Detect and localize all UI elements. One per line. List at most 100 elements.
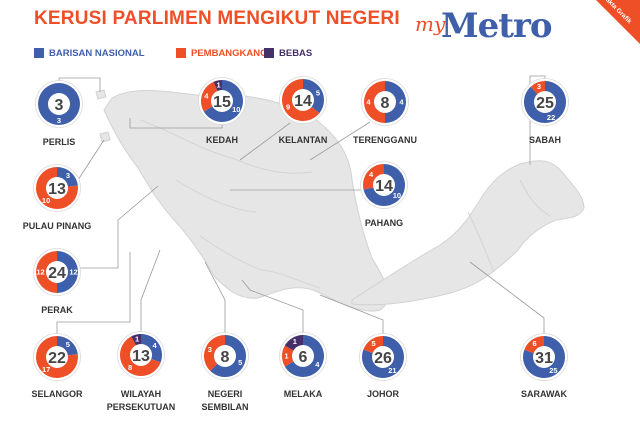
legend-label-bn: BARISAN NASIONAL	[49, 47, 145, 59]
state-label-terengganu: TERENGGANU	[353, 135, 417, 145]
badge-triangle	[596, 0, 640, 44]
pie-value-melaka-bebas: 1	[293, 337, 297, 346]
pie-value-johor-opp: 5	[372, 339, 376, 348]
state-label-wilayah-persekutuan-2: PERSEKUTUAN	[107, 402, 176, 412]
pie-selangor: 225 17	[33, 333, 81, 381]
pie-wilayah-persekutuan: 134 8 1	[117, 331, 165, 379]
pie-total-pahang: 14	[375, 178, 393, 195]
legend-item-bn: BARISAN NASIONAL	[34, 47, 145, 59]
connector-wilayah-persekutuan	[140, 249, 161, 333]
pie-negeri-sembilan: 8 5 3	[201, 332, 249, 380]
pie-hole-perlis	[48, 93, 70, 115]
pie-total-johor: 26	[374, 350, 392, 367]
pie-total-sabah: 25	[536, 95, 554, 112]
state-label-perlis: PERLIS	[43, 137, 76, 147]
pie-value-wilayah-persekutuan-bn: 4	[153, 341, 158, 350]
pie-total-wilayah-persekutuan: 13	[132, 348, 150, 365]
metro-logo: my Metro	[415, 2, 580, 54]
pie-value-pahang-bn: 10	[393, 191, 401, 200]
state-label-kelantan: KELANTAN	[279, 135, 328, 145]
page-title: KERUSI PARLIMEN MENGIKUT NEGERI	[34, 8, 400, 29]
pie-hole-sarawak	[533, 346, 555, 368]
pie-hole-pahang	[373, 174, 395, 196]
legend-swatch-opp	[176, 48, 186, 58]
legend-item-bebas: BEBAS	[264, 47, 312, 59]
connector-johor	[319, 294, 384, 336]
legend-swatch-bn	[34, 48, 44, 58]
state-label-pulau-pinang: PULAU PINANG	[23, 221, 92, 231]
pie-total-selangor: 22	[48, 350, 66, 367]
pie-value-pahang-opp: 4	[369, 170, 374, 179]
pie-hole-perak	[46, 261, 68, 283]
pie-hole-melaka	[292, 345, 314, 367]
pie-hole-wilayah-persekutuan	[130, 344, 152, 366]
connector-perak	[78, 185, 159, 269]
pie-value-selangor-opp: 17	[42, 365, 50, 374]
state-label-melaka: MELAKA	[284, 389, 323, 399]
pie-total-pulau-pinang: 13	[48, 181, 66, 198]
state-label-pahang: PAHANG	[365, 218, 403, 228]
legend-label-opp: PEMBANGKANG	[191, 47, 268, 59]
pie-value-melaka-opp: 1	[284, 352, 288, 361]
state-label-negeri-sembilan-1: NEGERI	[208, 389, 243, 399]
state-label-negeri-sembilan-2: SEMBILAN	[202, 402, 249, 412]
pie-value-negeri-sembilan-opp: 3	[208, 345, 212, 354]
fakta-grafik-badge: Fakta Grafik	[596, 0, 640, 44]
penang-island-shape	[99, 131, 111, 143]
pie-total-sarawak: 31	[535, 350, 553, 367]
pie-value-perak-bn: 12	[69, 268, 77, 277]
connector-melaka	[241, 279, 304, 334]
pie-total-perlis: 3	[55, 97, 64, 114]
pie-value-perak-opp: 12	[36, 268, 44, 277]
pie-value-terengganu-bn: 4	[399, 98, 404, 107]
peninsular-malaysia-shape	[103, 90, 389, 312]
logo-prefix: my	[415, 12, 446, 36]
pie-slice-kelantan-bn	[303, 79, 324, 114]
pie-value-terengganu-opp: 4	[366, 98, 371, 107]
pie-total-negeri-sembilan: 8	[221, 349, 230, 366]
connector-sarawak	[469, 261, 545, 336]
langkawi-island-shape	[95, 89, 107, 100]
connector-kelantan	[239, 122, 291, 161]
state-label-perak: PERAK	[41, 305, 73, 315]
pie-kelantan: 14 5 9	[279, 76, 327, 124]
pie-value-negeri-sembilan-bn: 5	[238, 358, 242, 367]
legend-label-bebas: BEBAS	[279, 47, 313, 59]
pie-value-kedah-opp: 4	[204, 91, 209, 100]
state-label-selangor: SELANGOR	[31, 389, 83, 399]
connector-pulau-pinang	[77, 139, 105, 181]
pie-value-kedah-bn: 10	[232, 105, 240, 114]
pie-pulau-pinang: 133 10	[33, 164, 81, 212]
pie-total-terengganu: 8	[381, 95, 390, 112]
connector-selangor	[56, 252, 131, 336]
pie-terengganu: 8 44	[361, 78, 409, 126]
pie-value-kelantan-opp: 9	[286, 103, 290, 112]
pie-value-sabah-bn: 22	[547, 113, 555, 122]
pie-slice-kedah-opp	[200, 81, 222, 112]
state-label-kedah: KEDAH	[206, 135, 238, 145]
pie-value-melaka-bn: 4	[315, 360, 320, 369]
pie-hole-terengganu	[374, 91, 396, 113]
state-label-wilayah-persekutuan-1: WILAYAH	[121, 389, 161, 399]
pie-value-kedah-bebas: 1	[217, 80, 221, 89]
pie-value-johor-bn: 21	[388, 366, 396, 375]
state-label-sarawak: SARAWAK	[521, 389, 568, 399]
pie-hole-selangor	[46, 346, 68, 368]
legend-swatch-bebas	[264, 48, 274, 58]
pie-value-kelantan-bn: 5	[316, 88, 320, 97]
borneo-shape	[351, 160, 585, 306]
pie-value-selangor-bn: 5	[66, 340, 70, 349]
logo-name: Metro	[441, 6, 553, 46]
pie-hole-negeri-sembilan	[214, 345, 236, 367]
pie-value-wilayah-persekutuan-bebas: 1	[135, 335, 139, 344]
state-label-johor: JOHOR	[367, 389, 400, 399]
pie-hole-kedah	[211, 90, 233, 112]
pie-total-kelantan: 14	[294, 93, 312, 110]
pie-hole-pulau-pinang	[46, 177, 68, 199]
legend-item-opp: PEMBANGKANG	[176, 47, 268, 59]
